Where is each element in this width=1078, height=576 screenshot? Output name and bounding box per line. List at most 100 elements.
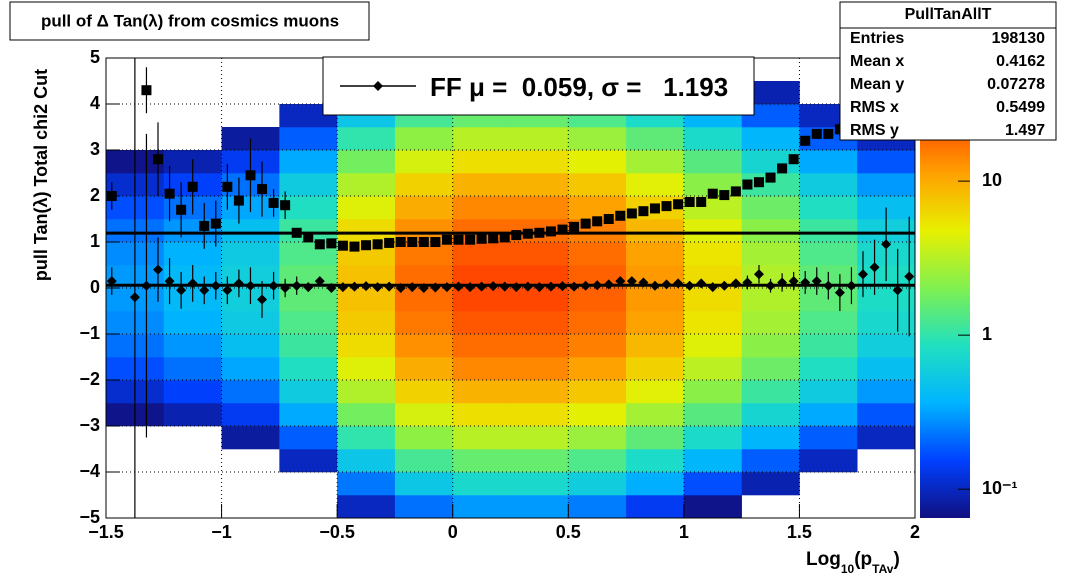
heat-cell xyxy=(741,449,800,473)
z-tick-label: 1 xyxy=(982,324,992,344)
heat-cell xyxy=(221,334,280,358)
heat-cell xyxy=(279,127,338,151)
heat-cell xyxy=(337,495,396,519)
heat-cell xyxy=(452,127,511,151)
heat-cell xyxy=(337,150,396,174)
heat-cell xyxy=(683,219,742,243)
heat-cell xyxy=(394,311,454,335)
heat-cell xyxy=(394,288,454,312)
profile-square xyxy=(106,191,117,201)
heat-cell xyxy=(279,449,338,473)
heat-cell xyxy=(452,449,511,473)
x-tick-label: 2 xyxy=(910,522,920,542)
profile-diamond xyxy=(349,281,360,292)
profile-diamond xyxy=(395,283,406,293)
heat-cell xyxy=(279,403,338,427)
heat-cell xyxy=(799,173,858,197)
heat-cell xyxy=(337,380,396,404)
heat-cell xyxy=(568,357,627,381)
profile-diamond xyxy=(222,285,233,296)
profile-square xyxy=(303,232,314,243)
profile-diamond xyxy=(418,283,429,293)
profile-diamond xyxy=(881,239,892,250)
profile-diamond xyxy=(199,285,210,296)
profile-diamond xyxy=(638,277,649,288)
heat-cell xyxy=(279,196,338,220)
heat-cell xyxy=(741,288,800,312)
profile-diamond xyxy=(557,281,568,292)
y-tick-label: −1 xyxy=(79,323,100,343)
profile-diamond xyxy=(707,282,718,293)
profile-square xyxy=(511,230,522,241)
z-tick-label: 10⁻¹ xyxy=(982,478,1018,498)
stats-key: RMS x xyxy=(850,99,899,116)
heat-cell xyxy=(799,357,858,381)
heat-cell xyxy=(741,357,800,381)
profile-square xyxy=(199,220,210,231)
heat-cell xyxy=(394,173,454,197)
profile-diamond xyxy=(499,281,510,292)
profile-diamond xyxy=(823,280,834,291)
profile-diamond xyxy=(465,282,476,293)
profile-square xyxy=(141,85,152,96)
heat-cell xyxy=(337,219,396,243)
heat-cell xyxy=(683,288,742,312)
heat-cell xyxy=(337,288,396,312)
profile-square xyxy=(696,196,707,207)
heat-cell xyxy=(799,426,858,450)
profile-square xyxy=(176,204,187,215)
heat-cell xyxy=(741,81,800,105)
heat-cell xyxy=(626,219,685,243)
profile-diamond xyxy=(904,271,915,282)
heat-cell xyxy=(568,495,627,519)
profile-square xyxy=(245,170,256,181)
y-tick-label: −5 xyxy=(79,507,100,527)
profile-diamond xyxy=(696,278,707,289)
profile-square xyxy=(569,221,580,232)
profile-diamond xyxy=(511,282,522,293)
heat-cell xyxy=(279,150,338,174)
profile-diamond xyxy=(153,264,164,275)
profile-diamond xyxy=(649,280,660,291)
profile-diamond xyxy=(141,280,152,291)
y-axis-label: pull Tan(λ) Total chi2 Cut xyxy=(31,69,51,281)
profile-square xyxy=(291,227,302,238)
profile-square xyxy=(684,196,695,207)
heat-cell xyxy=(857,150,916,174)
heat-cell xyxy=(568,173,627,197)
heat-cell xyxy=(626,334,685,358)
heat-cell xyxy=(394,357,454,381)
heat-cell xyxy=(279,173,338,197)
heat-cell xyxy=(683,127,742,151)
heat-cell xyxy=(799,219,858,243)
heat-cell xyxy=(857,311,916,335)
x-tick-label: −1.5 xyxy=(88,522,124,542)
heat-cell xyxy=(452,150,511,174)
heat-cell xyxy=(510,426,569,450)
heat-cell xyxy=(799,311,858,335)
heat-cell xyxy=(626,357,685,381)
stats-title: PullTanAllT xyxy=(905,6,992,23)
y-tick-label: −4 xyxy=(79,461,100,481)
profile-square xyxy=(164,188,175,199)
profile-square xyxy=(649,203,660,214)
heat-cell xyxy=(394,242,454,266)
heat-cell xyxy=(394,495,454,519)
profile-square xyxy=(615,210,626,221)
heat-cell xyxy=(626,495,685,519)
profile-square xyxy=(592,216,603,227)
x-label-part: (p xyxy=(854,549,872,570)
profile-square xyxy=(753,177,764,188)
heat-cell xyxy=(452,173,511,197)
chart-title: pull of Δ Tan(λ) from cosmics muons xyxy=(41,11,339,30)
heat-cell xyxy=(452,472,511,496)
heat-cell xyxy=(279,357,338,381)
profile-square xyxy=(395,237,406,247)
heat-cell xyxy=(857,426,916,450)
heat-cell xyxy=(394,150,454,174)
heat-cell xyxy=(337,449,396,473)
heat-cell xyxy=(857,380,916,404)
profile-square xyxy=(349,241,360,252)
heat-cell xyxy=(394,127,454,151)
heat-cell xyxy=(626,426,685,450)
